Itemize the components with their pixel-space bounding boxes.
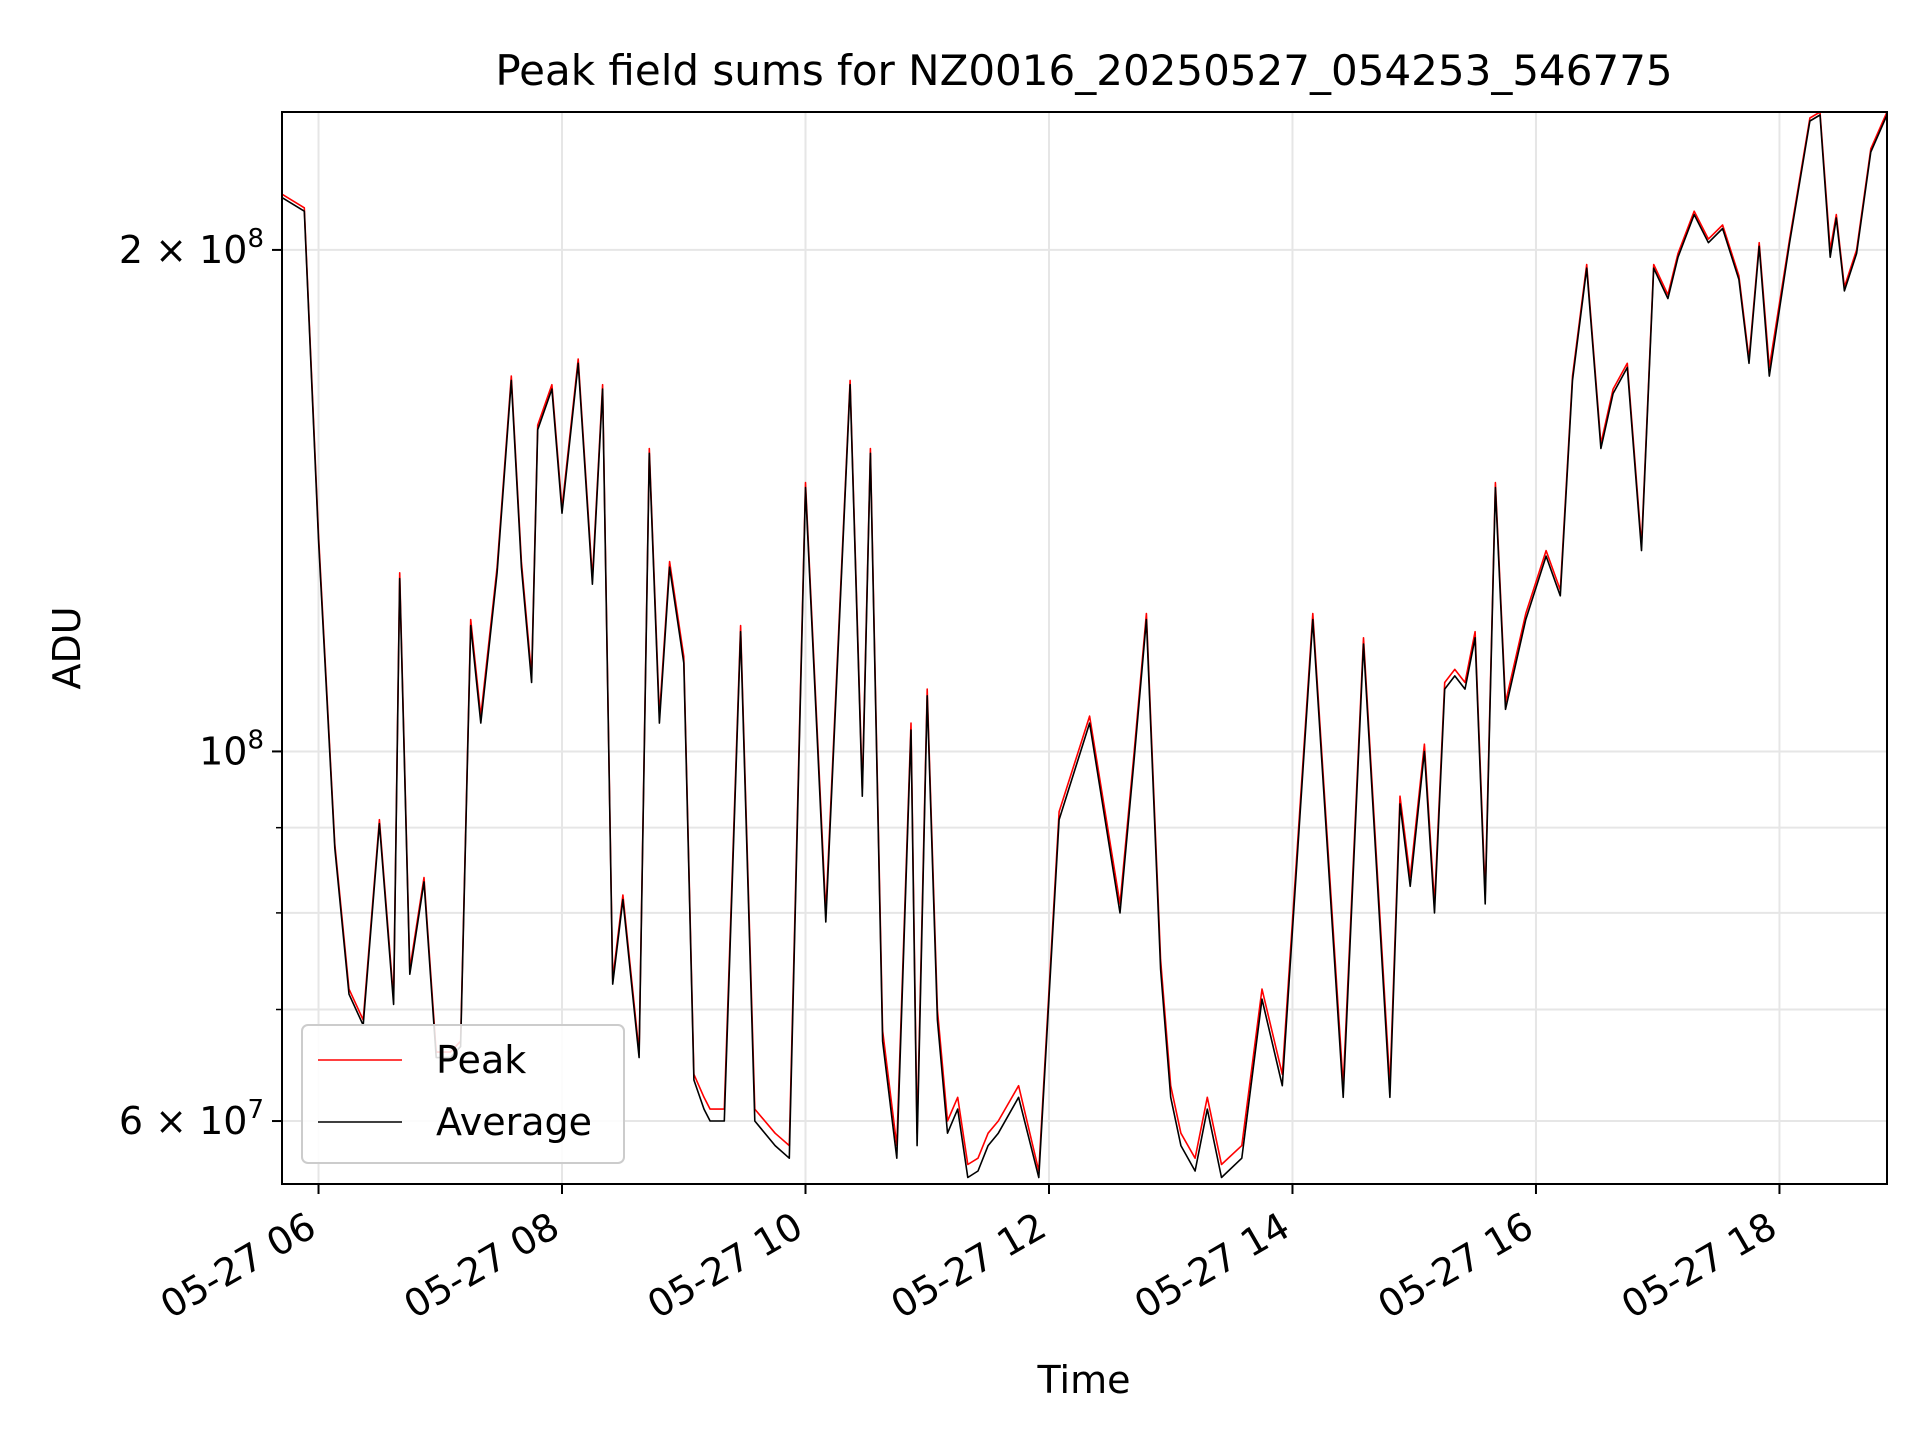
legend-average-label: Average [436, 1100, 592, 1144]
series-line-average [282, 114, 1887, 1179]
y-axis-label: ADU [45, 606, 89, 689]
y-tick-base: 10 [199, 729, 247, 773]
plot-frame [281, 111, 1888, 1185]
y-tick-label: 2 × 108 [119, 224, 264, 272]
x-axis-label: Time [1037, 1358, 1131, 1402]
y-tick-exponent: 8 [247, 725, 264, 755]
legend: Peak Average [301, 1024, 625, 1164]
y-tick-base: 6 × 10 [119, 1099, 248, 1143]
y-tick-label: 108 [199, 725, 264, 773]
series-lines [282, 112, 1887, 1179]
y-tick-base: 2 × 10 [119, 228, 248, 272]
chart-title: Peak field sums for NZ0016_20250527_0542… [495, 46, 1672, 95]
y-tick-exponent: 7 [247, 1095, 264, 1125]
y-tick-exponent: 8 [247, 224, 264, 254]
legend-peak-label: Peak [436, 1038, 526, 1082]
grid-lines [282, 112, 1887, 1184]
y-tick-label: 6 × 107 [119, 1095, 264, 1143]
